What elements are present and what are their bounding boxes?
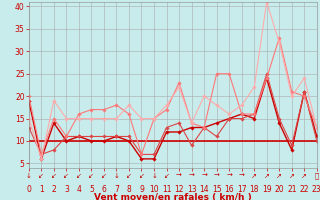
Text: →: → [176,173,182,179]
Text: 12: 12 [174,185,184,194]
Text: →: → [201,173,207,179]
Text: ↙: ↙ [139,173,144,179]
Text: →: → [226,173,232,179]
Text: 2: 2 [52,185,56,194]
Text: ↓: ↓ [26,173,32,179]
Text: 21: 21 [287,185,297,194]
Text: ↗: ↗ [251,173,257,179]
Text: ↓: ↓ [151,173,157,179]
Text: ↙: ↙ [101,173,107,179]
Text: ↗: ↗ [276,173,282,179]
Text: ↗: ↗ [289,173,295,179]
Text: 1: 1 [39,185,44,194]
Text: 22: 22 [300,185,309,194]
Text: →: → [214,173,220,179]
Text: ↗: ↗ [264,173,270,179]
Text: ↙: ↙ [88,173,94,179]
Text: 8: 8 [127,185,131,194]
Text: ⤷: ⤷ [315,173,319,179]
Text: 16: 16 [224,185,234,194]
Text: →: → [189,173,195,179]
Text: ↙: ↙ [164,173,170,179]
Text: ↙: ↙ [126,173,132,179]
Text: ↙: ↙ [76,173,82,179]
Text: 18: 18 [250,185,259,194]
Text: 14: 14 [199,185,209,194]
Text: 19: 19 [262,185,272,194]
Text: Vent moyen/en rafales ( km/h ): Vent moyen/en rafales ( km/h ) [94,194,252,200]
Text: 17: 17 [237,185,246,194]
Text: 9: 9 [139,185,144,194]
Text: ↙: ↙ [38,173,44,179]
Text: ↙: ↙ [63,173,69,179]
Text: ↙: ↙ [51,173,57,179]
Text: 6: 6 [101,185,106,194]
Text: →: → [239,173,244,179]
Text: ↓: ↓ [114,173,119,179]
Text: 15: 15 [212,185,221,194]
Text: 0: 0 [26,185,31,194]
Text: 10: 10 [149,185,159,194]
Text: 11: 11 [162,185,171,194]
Text: ↗: ↗ [301,173,307,179]
Text: 23: 23 [312,185,320,194]
Text: 7: 7 [114,185,119,194]
Text: 20: 20 [275,185,284,194]
Text: 5: 5 [89,185,94,194]
Text: 4: 4 [76,185,81,194]
Text: 13: 13 [187,185,196,194]
Text: 3: 3 [64,185,69,194]
